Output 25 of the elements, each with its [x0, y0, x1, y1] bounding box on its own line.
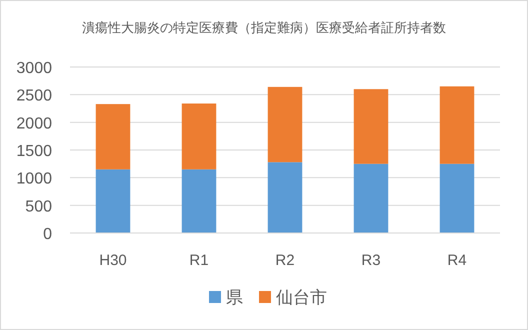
x-tick-label: R1 [189, 252, 209, 269]
bar [354, 164, 388, 233]
y-tick-label: 0 [43, 226, 52, 243]
bar [96, 169, 130, 233]
y-tick-label: 2000 [16, 115, 52, 132]
bar [268, 162, 302, 233]
bar [440, 164, 474, 233]
x-tick-label: R4 [447, 252, 467, 269]
legend-label: 仙台市 [276, 288, 327, 307]
bar [354, 89, 388, 164]
x-tick-label: H30 [99, 252, 127, 269]
x-tick-label: R3 [361, 252, 381, 269]
bar [440, 86, 474, 164]
y-tick-label: 1500 [16, 143, 52, 160]
y-tick-label: 2500 [16, 88, 52, 105]
chart-title: 潰瘍性大腸炎の特定医療費（指定難病）医療受給者証所持者数 [82, 20, 446, 35]
y-tick-label: 500 [25, 198, 52, 216]
bar [182, 104, 216, 170]
y-tick-label: 3000 [16, 60, 52, 77]
bar [268, 86, 302, 162]
bar [182, 169, 216, 233]
bar [96, 104, 130, 170]
y-tick-label: 1000 [16, 170, 52, 188]
legend-label: 県 [226, 288, 243, 307]
x-tick-label: R2 [275, 252, 295, 269]
